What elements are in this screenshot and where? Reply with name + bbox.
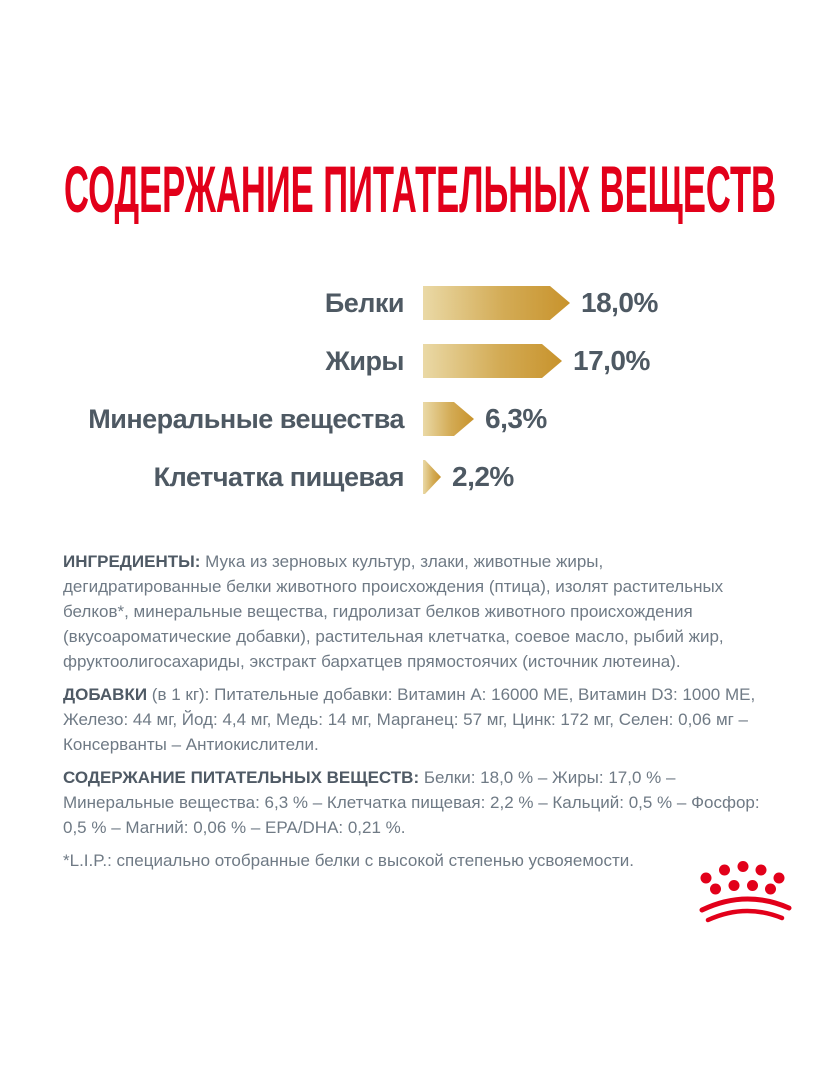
nutrient-content-text: Белки: 18,0 % – Жиры: 17,0 % – Минеральн… <box>63 768 760 837</box>
ingredients-text: Мука из зерновых культур, злаки, животны… <box>63 552 724 671</box>
crown-dots <box>700 861 785 895</box>
additives-paragraph: ДОБАВКИ (в 1 кг): Питательные добавки: В… <box>63 682 787 757</box>
chart-bar <box>423 286 570 320</box>
chart-bar <box>423 344 562 378</box>
ingredients-paragraph: ИНГРЕДИЕНТЫ: Мука из зерновых культур, з… <box>63 549 787 674</box>
chart-category-label: Жиры <box>325 345 404 376</box>
chart-row: Минеральные вещества 6,3% <box>46 402 658 436</box>
chart-value-label: 6,3% <box>485 403 547 434</box>
nutrient-content-label: СОДЕРЖАНИЕ ПИТАТЕЛЬНЫХ ВЕЩЕСТВ: <box>63 768 420 787</box>
chart-category-label: Белки <box>324 287 405 318</box>
crown-arcs <box>699 896 792 923</box>
lip-footnote: *L.I.P.: специально отобранные белки с в… <box>63 851 634 870</box>
chart-row: Клетчатка пищевая 2,2% <box>46 460 658 494</box>
chart-category-label: Минеральные вещества <box>88 403 404 434</box>
nutrient-chart: Белки 18,0% Жиры 17,0% Минеральные вещества 6… <box>46 286 658 518</box>
chart-row: Жиры 17,0% <box>46 344 658 378</box>
nutrient-content-paragraph: СОДЕРЖАНИЕ ПИТАТЕЛЬНЫХ ВЕЩЕСТВ: Белки: 1… <box>63 765 787 840</box>
page-title: СОДЕРЖАНИЕ ПИТАТЕЛЬНЫХ ВЕЩЕСТВ <box>64 158 776 224</box>
info-text-block: ИНГРЕДИЕНТЫ: Мука из зерновых культур, з… <box>63 549 787 881</box>
royal-canin-crown-logo <box>699 861 792 923</box>
chart-category-label: Клетчатка пищевая <box>153 461 405 492</box>
chart-value-label: 18,0% <box>581 287 658 318</box>
additives-text: (в 1 кг): Питательные добавки: Витамин А… <box>63 685 756 754</box>
chart-value-label: 17,0% <box>573 345 650 376</box>
ingredients-label: ИНГРЕДИЕНТЫ: <box>63 552 201 571</box>
chart-value-label: 2,2% <box>452 461 514 492</box>
chart-bar <box>423 402 474 436</box>
page-title-text: СОДЕРЖАНИЕ ПИТАТЕЛЬНЫХ ВЕЩЕСТВ <box>64 158 776 224</box>
additives-label: ДОБАВКИ <box>63 685 148 704</box>
chart-bar <box>423 460 441 494</box>
chart-row: Белки 18,0% <box>46 286 658 320</box>
